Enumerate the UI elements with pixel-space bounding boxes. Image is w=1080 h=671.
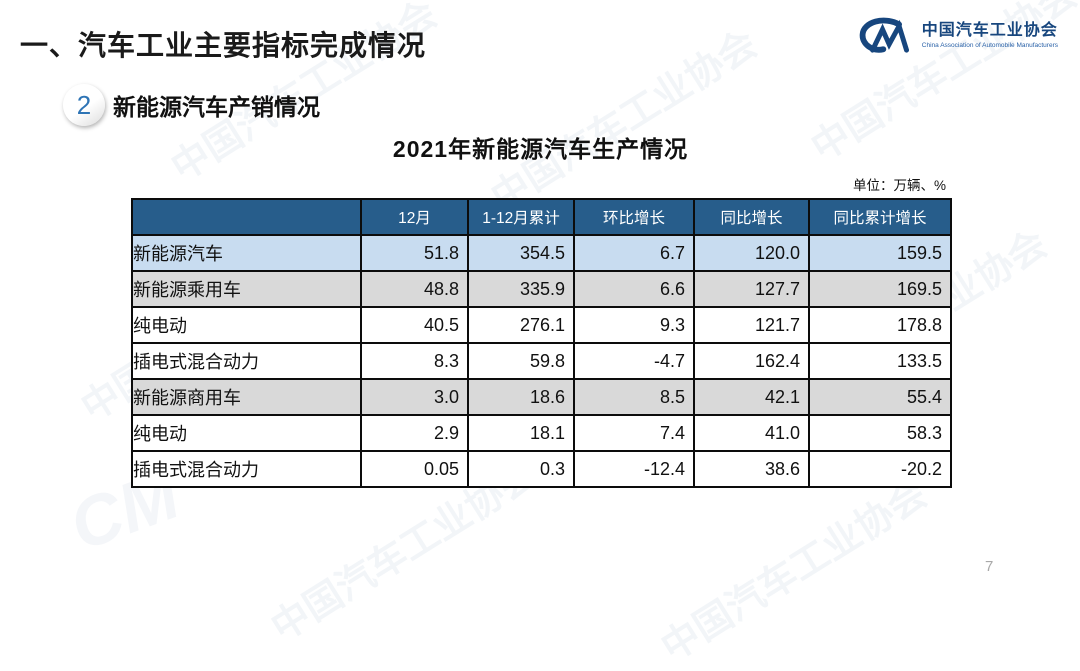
cell-value: 42.1: [693, 378, 810, 416]
row-label: 新能源商用车: [131, 378, 362, 416]
cell-value: 127.7: [693, 270, 810, 308]
cell-value: 120.0: [693, 234, 810, 272]
row-label: 纯电动: [131, 414, 362, 452]
cell-value: 18.1: [467, 414, 575, 452]
row-label: 插电式混合动力: [131, 342, 362, 380]
watermark-text: 中国汽车工业协会: [654, 472, 935, 670]
table-header-row: 12月 1-12月累计 环比增长 同比增长 同比累计增长: [131, 198, 952, 236]
column-header: [131, 198, 362, 236]
row-label: 纯电动: [131, 306, 362, 344]
cell-value: 6.6: [573, 270, 695, 308]
column-header: 环比增长: [573, 198, 695, 236]
section-heading: 2 新能源汽车产销情况: [63, 84, 320, 126]
cell-value: 0.05: [360, 450, 469, 488]
page-number: 7: [985, 558, 994, 575]
cell-value: 2.9: [360, 414, 469, 452]
cell-value: 55.4: [808, 378, 952, 416]
column-header: 同比累计增长: [808, 198, 952, 236]
cell-value: 58.3: [808, 414, 952, 452]
caam-logo: 中国汽车工业协会 China Association of Automobile…: [856, 16, 1058, 56]
page-title: 一、汽车工业主要指标完成情况: [20, 30, 427, 61]
cell-value: 159.5: [808, 234, 952, 272]
caam-logo-mark-icon: [859, 17, 909, 53]
section-label: 新能源汽车产销情况: [113, 94, 320, 120]
section-number-badge: 2: [63, 84, 105, 126]
unit-note: 单位：万辆、%: [852, 178, 946, 193]
table-row: 纯电动 40.5 276.1 9.3 121.7 178.8: [131, 306, 952, 344]
cell-value: 354.5: [467, 234, 575, 272]
row-label: 新能源乘用车: [131, 270, 362, 308]
caam-logo-name-cn: 中国汽车工业协会: [921, 22, 1058, 40]
column-header: 1-12月累计: [467, 198, 575, 236]
cell-value: 38.6: [693, 450, 810, 488]
cell-value: 8.3: [360, 342, 469, 380]
table-title: 2021年新能源汽车生产情况: [392, 136, 689, 162]
caam-logo-name-en: China Association of Automobile Manufact…: [921, 42, 1058, 50]
table-row: 插电式混合动力 8.3 59.8 -4.7 162.4 133.5: [131, 342, 952, 380]
cell-value: 178.8: [808, 306, 952, 344]
cell-value: 162.4: [693, 342, 810, 380]
cell-value: 335.9: [467, 270, 575, 308]
cell-value: 8.5: [573, 378, 695, 416]
cell-value: 6.7: [573, 234, 695, 272]
cell-value: 18.6: [467, 378, 575, 416]
slide: 中国汽车工业协会 中国汽车工业协会 中国汽车工业协会 中国汽车工业协会 中国汽车…: [20, 0, 1080, 670]
cell-value: -20.2: [808, 450, 952, 488]
table-row: 纯电动 2.9 18.1 7.4 41.0 58.3: [131, 414, 952, 452]
cell-value: 40.5: [360, 306, 469, 344]
cell-value: 121.7: [693, 306, 810, 344]
row-label: 插电式混合动力: [131, 450, 362, 488]
cell-value: 59.8: [467, 342, 575, 380]
table-row: 新能源商用车 3.0 18.6 8.5 42.1 55.4: [131, 378, 952, 416]
column-header: 12月: [360, 198, 469, 236]
caam-logo-text: 中国汽车工业协会 China Association of Automobile…: [922, 22, 1058, 50]
cell-value: -12.4: [573, 450, 695, 488]
table-row: 插电式混合动力 0.05 0.3 -12.4 38.6 -20.2: [131, 450, 952, 488]
cell-value: 276.1: [467, 306, 575, 344]
nev-production-table: 12月 1-12月累计 环比增长 同比增长 同比累计增长 新能源汽车 51.8 …: [131, 198, 952, 488]
row-label: 新能源汽车: [131, 234, 362, 272]
cell-value: 0.3: [467, 450, 575, 488]
cell-value: 169.5: [808, 270, 952, 308]
cell-value: 41.0: [693, 414, 810, 452]
table-row: 新能源乘用车 48.8 335.9 6.6 127.7 169.5: [131, 270, 952, 308]
column-header: 同比增长: [693, 198, 810, 236]
cell-value: 3.0: [360, 378, 469, 416]
cell-value: 133.5: [808, 342, 952, 380]
cell-value: -4.7: [573, 342, 695, 380]
cell-value: 7.4: [573, 414, 695, 452]
cell-value: 9.3: [573, 306, 695, 344]
table-row: 新能源汽车 51.8 354.5 6.7 120.0 159.5: [131, 234, 952, 272]
cell-value: 48.8: [360, 270, 469, 308]
cell-value: 51.8: [360, 234, 469, 272]
